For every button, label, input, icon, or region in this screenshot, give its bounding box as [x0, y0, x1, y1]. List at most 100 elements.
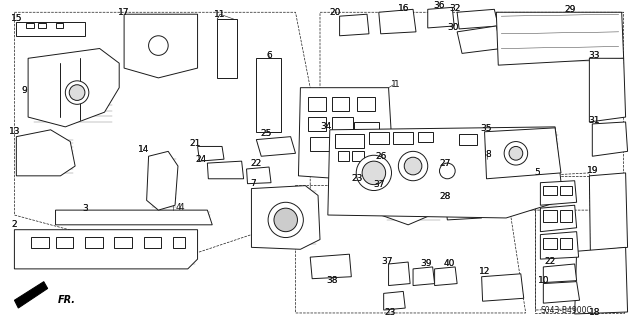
Polygon shape: [486, 156, 525, 183]
Bar: [338, 151, 349, 161]
Polygon shape: [207, 161, 244, 179]
Bar: [369, 132, 388, 144]
Text: 1: 1: [390, 80, 396, 89]
Text: 36: 36: [434, 1, 445, 10]
Bar: [26, 23, 34, 28]
Polygon shape: [328, 127, 563, 218]
Text: 20: 20: [329, 8, 340, 17]
Text: 28: 28: [440, 192, 451, 201]
Text: 22: 22: [545, 256, 556, 265]
Polygon shape: [361, 187, 383, 207]
Bar: [332, 117, 353, 131]
Text: 1: 1: [394, 80, 399, 89]
Polygon shape: [56, 210, 212, 225]
Polygon shape: [257, 58, 281, 132]
Polygon shape: [592, 122, 628, 156]
Text: 38: 38: [326, 276, 337, 285]
Text: 25: 25: [260, 129, 272, 138]
Circle shape: [440, 163, 455, 179]
Text: 15: 15: [11, 14, 22, 23]
Text: 36: 36: [434, 1, 445, 10]
Text: 6: 6: [266, 51, 272, 60]
Text: 23: 23: [351, 174, 363, 183]
Text: 23: 23: [385, 308, 396, 317]
Polygon shape: [445, 166, 477, 186]
Polygon shape: [575, 247, 628, 314]
Circle shape: [362, 161, 386, 185]
Text: 24: 24: [195, 155, 206, 164]
Polygon shape: [310, 254, 351, 279]
Polygon shape: [257, 137, 296, 156]
Circle shape: [398, 151, 428, 181]
Bar: [31, 237, 49, 248]
Text: 11: 11: [214, 10, 226, 19]
Text: 23: 23: [385, 308, 396, 317]
Text: 17: 17: [118, 8, 130, 17]
Polygon shape: [388, 262, 410, 286]
Text: 19: 19: [586, 167, 598, 175]
Polygon shape: [14, 282, 48, 308]
Bar: [38, 23, 45, 28]
Text: 38: 38: [326, 276, 337, 285]
Bar: [459, 134, 477, 145]
Text: 30: 30: [447, 23, 459, 33]
Polygon shape: [540, 205, 577, 232]
Text: 2: 2: [12, 220, 17, 229]
Text: 8: 8: [486, 150, 492, 159]
Bar: [484, 137, 504, 151]
Text: 9: 9: [21, 86, 27, 95]
Polygon shape: [457, 26, 501, 53]
Bar: [543, 210, 557, 222]
Polygon shape: [298, 88, 394, 181]
Text: 39: 39: [420, 259, 431, 269]
Polygon shape: [482, 274, 524, 301]
Polygon shape: [496, 12, 623, 65]
Polygon shape: [540, 181, 577, 205]
Text: 26: 26: [375, 152, 387, 161]
Text: 37: 37: [373, 180, 385, 189]
Text: 10: 10: [538, 276, 549, 285]
Bar: [418, 132, 433, 142]
Text: 37: 37: [381, 256, 392, 265]
Bar: [115, 237, 132, 248]
Text: 18: 18: [589, 308, 600, 317]
Text: 5: 5: [534, 168, 540, 177]
Text: 4: 4: [178, 203, 184, 212]
Text: 13: 13: [9, 127, 20, 136]
Text: 9: 9: [21, 86, 27, 95]
Text: 8: 8: [486, 150, 492, 159]
Bar: [56, 23, 63, 28]
Text: 19: 19: [586, 167, 598, 175]
Text: 14: 14: [138, 145, 149, 154]
Polygon shape: [484, 128, 561, 179]
Bar: [355, 122, 379, 140]
Text: 28: 28: [440, 192, 451, 201]
Polygon shape: [543, 264, 577, 283]
Text: 29: 29: [564, 5, 575, 14]
Text: 12: 12: [479, 267, 490, 276]
Polygon shape: [543, 282, 580, 303]
Bar: [560, 210, 572, 222]
Text: 29: 29: [564, 5, 575, 14]
Polygon shape: [252, 186, 320, 249]
Text: 31: 31: [589, 115, 600, 124]
Bar: [308, 98, 326, 111]
Bar: [144, 237, 161, 248]
Bar: [85, 237, 102, 248]
Polygon shape: [428, 7, 454, 28]
Circle shape: [148, 36, 168, 56]
Bar: [332, 98, 349, 111]
Text: 27: 27: [440, 159, 451, 167]
Polygon shape: [457, 9, 499, 29]
Text: 32: 32: [449, 4, 461, 13]
Text: 7: 7: [250, 179, 256, 188]
Text: 21: 21: [189, 139, 200, 148]
Circle shape: [274, 208, 298, 232]
Circle shape: [65, 81, 89, 104]
Text: 22: 22: [545, 256, 556, 265]
Text: 37: 37: [373, 180, 385, 189]
Polygon shape: [340, 14, 369, 36]
Text: 31: 31: [589, 115, 600, 124]
Circle shape: [69, 85, 85, 100]
Polygon shape: [14, 230, 198, 269]
